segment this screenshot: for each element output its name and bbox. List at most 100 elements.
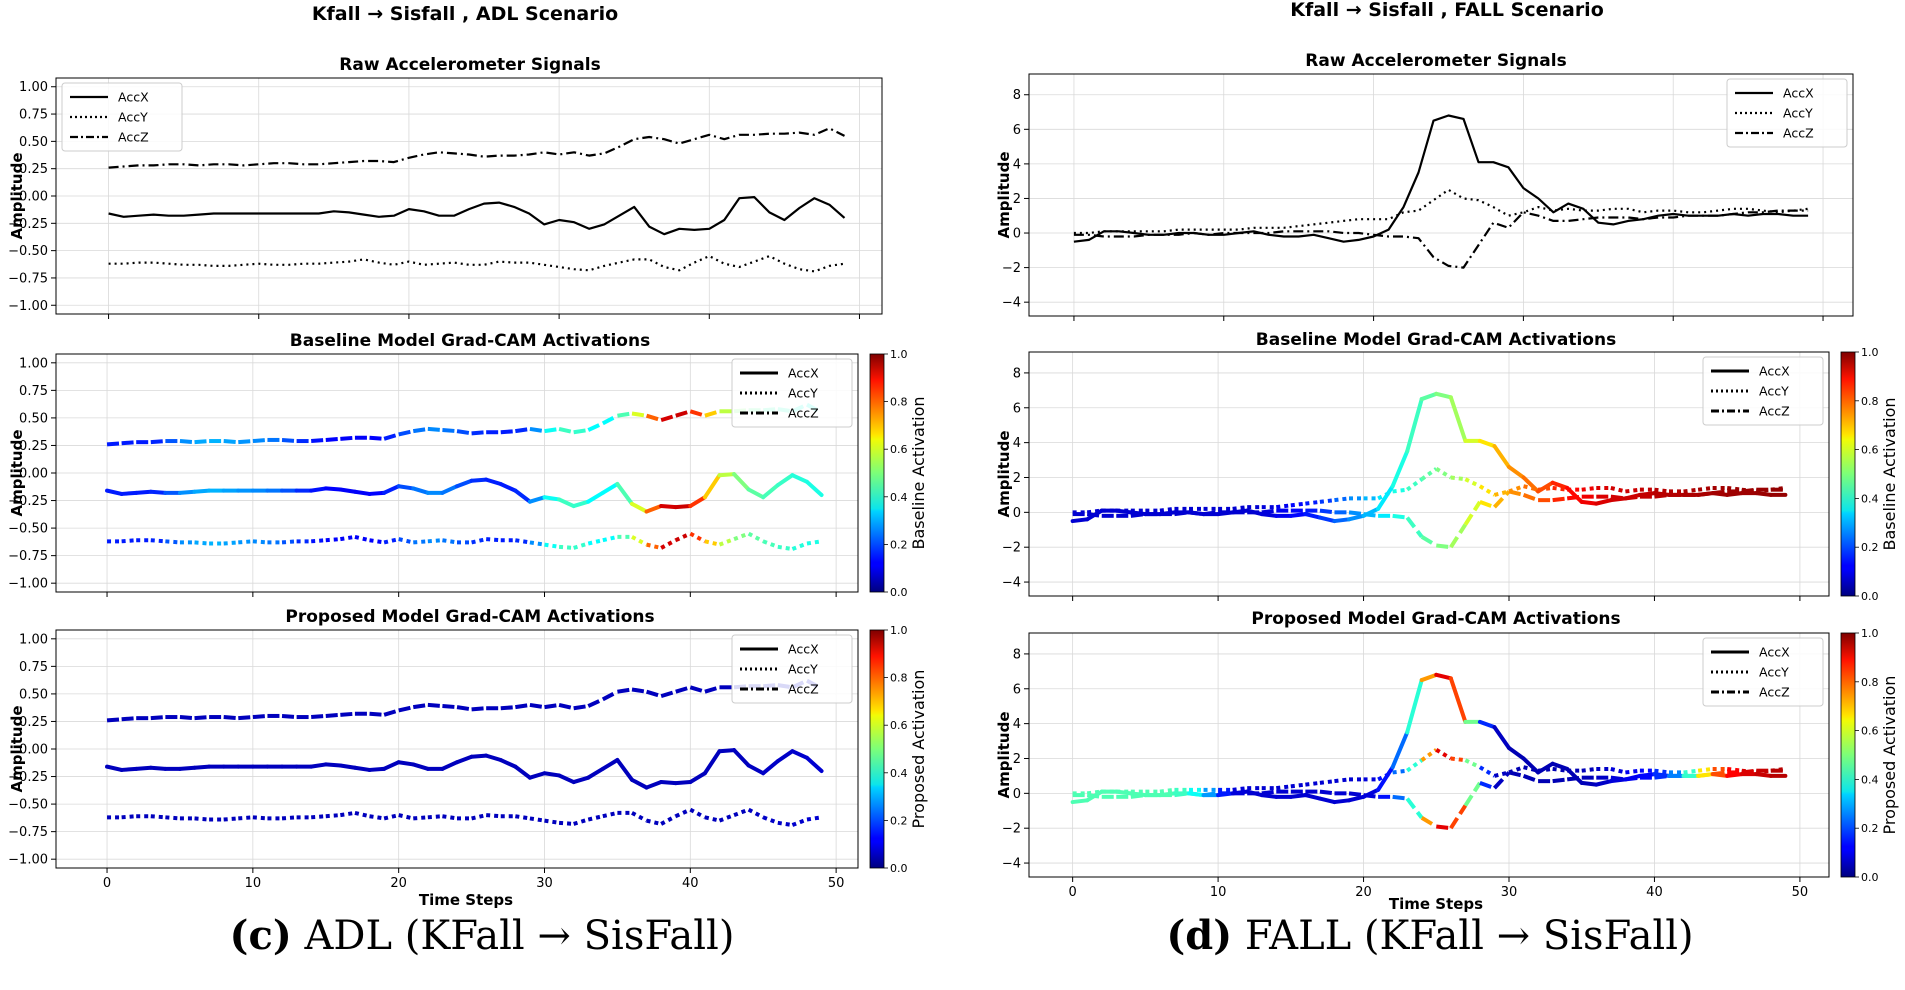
segment-accy <box>354 810 370 819</box>
segment-accy <box>777 544 793 552</box>
series-group <box>1070 672 1788 831</box>
segment-accz <box>573 704 589 711</box>
segment-accz <box>398 429 414 437</box>
y-tick-label: −1.00 <box>8 299 48 314</box>
segment-accx <box>629 501 649 514</box>
segment-accz <box>500 705 516 711</box>
segment-accx <box>761 759 780 776</box>
colorbar-gradient <box>869 629 885 869</box>
legend-label: AccX <box>1759 645 1790 660</box>
segment-accz <box>558 426 575 435</box>
segment-accx <box>440 484 459 495</box>
y-tick-label: 2 <box>1013 192 1021 207</box>
segment-accx <box>688 495 707 509</box>
segment-accz <box>340 711 356 717</box>
segment-accx <box>804 479 824 498</box>
segment-accz <box>1492 490 1511 509</box>
colorbar-gradient <box>1840 632 1856 878</box>
segment-accy <box>573 817 589 826</box>
segment-accy <box>602 810 618 819</box>
segment-accx <box>469 477 489 483</box>
segment-accx <box>1507 465 1526 480</box>
colorbar-tick-label: 0.4 <box>890 767 908 780</box>
segment-accz <box>1625 775 1641 782</box>
segment-accy <box>1420 748 1438 762</box>
grid <box>1029 352 1829 596</box>
segment-accy <box>486 537 501 543</box>
segment-accy <box>660 814 677 826</box>
caption-c: (c) ADL (KFall → SisFall) <box>230 912 735 959</box>
adl-raw-panel: 1.00 0.75 0.50 0.25 0.00 −0.25 −0.50 −0.75 −1.00… <box>8 77 883 319</box>
segment-accy <box>587 538 604 546</box>
x-tick-label: 30 <box>1501 885 1518 900</box>
segment-accx <box>1434 672 1453 681</box>
segment-accy <box>1552 766 1568 773</box>
segment-accy <box>486 813 501 819</box>
segment-accz <box>1363 793 1379 799</box>
caption-c-label: (c) <box>230 912 292 959</box>
series-line-accy <box>108 255 845 273</box>
segment-accy <box>1290 501 1306 508</box>
segment-accz <box>1566 494 1582 501</box>
segment-accy <box>762 539 779 549</box>
series-group <box>108 127 846 273</box>
segment-accx <box>659 780 678 786</box>
y-tick-label: 0.00 <box>19 743 48 758</box>
segment-accz <box>601 689 619 702</box>
segment-accy <box>1493 770 1510 778</box>
y-tick-label: 0.00 <box>19 467 48 482</box>
segment-accy <box>1450 475 1466 482</box>
colorbar-tick-label: 0.8 <box>1861 676 1879 689</box>
segment-accx <box>134 765 153 771</box>
segment-accy <box>747 807 765 820</box>
segment-accx <box>105 488 124 496</box>
series-line-accz <box>106 678 823 723</box>
segment-accy <box>1334 777 1350 784</box>
segment-accy <box>529 816 545 823</box>
segment-accz <box>645 413 662 423</box>
segment-accz <box>675 685 691 694</box>
y-tick-label: 8 <box>1013 647 1021 662</box>
y-tick-label: 0.25 <box>19 439 48 454</box>
segment-accx <box>1332 798 1351 805</box>
figure-adl: Kfall → Sisfall , ADL Scenario Raw Accel… <box>8 3 928 959</box>
segment-accx <box>557 497 576 509</box>
colorbar-tick-label: 0.2 <box>1861 541 1879 554</box>
segment-accx <box>1288 512 1308 518</box>
segment-accx <box>542 495 562 502</box>
segment-accz <box>281 713 297 720</box>
segment-accx <box>1317 796 1337 805</box>
series-line-accy <box>107 807 822 828</box>
segment-accy <box>340 810 356 818</box>
segment-accx <box>586 766 605 780</box>
segment-accy <box>1406 477 1423 492</box>
segment-accx <box>1754 772 1773 778</box>
grid <box>56 78 882 314</box>
y-tick-label: 0.25 <box>19 162 48 177</box>
y-tick-label: 0.50 <box>19 411 48 426</box>
y-tick-label: 0.00 <box>19 190 48 205</box>
segment-accy <box>383 537 400 545</box>
segment-accy <box>223 816 239 822</box>
legend-label: AccZ <box>788 682 819 697</box>
segment-accy <box>515 814 531 821</box>
segment-accz <box>1479 781 1496 790</box>
segment-accx <box>615 758 634 782</box>
segment-accy <box>369 538 385 545</box>
segment-accz <box>500 429 516 435</box>
segment-accy <box>1290 782 1306 789</box>
series-group <box>105 402 824 552</box>
segment-accx <box>1637 491 1657 497</box>
segment-accx <box>382 484 401 495</box>
segment-accy <box>1450 756 1466 763</box>
segment-accy <box>1334 496 1350 503</box>
segment-accx <box>600 482 620 495</box>
segment-accz <box>252 437 268 444</box>
segment-accz <box>1086 512 1102 518</box>
segment-accy <box>1435 467 1452 480</box>
fall-raw-panel: 8 6 4 2 0 −2 −4 Amplitude AccX AccY AccZ <box>995 73 1854 321</box>
legend-frame <box>1726 78 1848 148</box>
y-tick-label: 1.00 <box>19 80 48 95</box>
y-tick-label: 0.75 <box>19 660 48 675</box>
segment-accz <box>1261 508 1277 515</box>
